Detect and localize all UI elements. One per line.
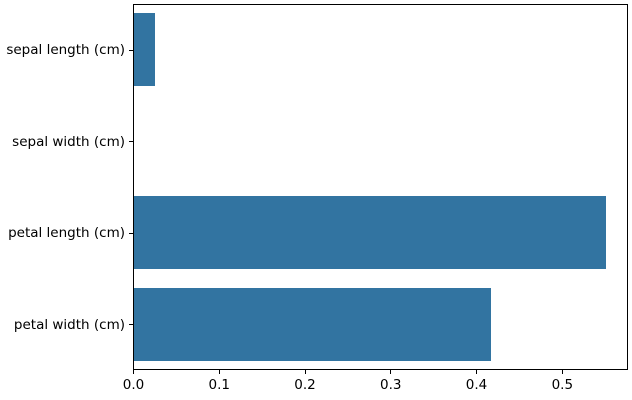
bar-sepal-length-cm bbox=[134, 13, 155, 87]
x-tick-mark bbox=[304, 370, 306, 374]
x-tick-label-0-5: 0.5 bbox=[551, 377, 574, 393]
x-tick-mark bbox=[390, 370, 392, 374]
x-tick-label-0-0: 0.0 bbox=[122, 377, 145, 393]
bar-petal-length-cm bbox=[134, 196, 606, 270]
x-tick-mark bbox=[561, 370, 563, 374]
y-tick-mark bbox=[129, 324, 133, 326]
y-tick-label-petal-width-cm: petal width (cm) bbox=[13, 316, 125, 333]
x-tick-mark bbox=[133, 370, 134, 374]
y-tick-mark bbox=[129, 232, 133, 234]
x-tick-label-0-4: 0.4 bbox=[465, 377, 488, 393]
x-tick-label-0-1: 0.1 bbox=[208, 377, 230, 393]
y-tick-mark bbox=[129, 141, 133, 143]
x-tick-label-0-2: 0.2 bbox=[294, 377, 316, 393]
x-tick-mark bbox=[476, 370, 478, 374]
y-tick-label-sepal-length-cm: sepal length (cm) bbox=[6, 42, 125, 59]
y-tick-label-petal-length-cm: petal length (cm) bbox=[8, 225, 125, 242]
y-tick-label-sepal-width-cm: sepal width (cm) bbox=[12, 133, 125, 150]
y-tick-mark bbox=[129, 49, 133, 51]
plot-area bbox=[133, 4, 628, 370]
bar-petal-width-cm bbox=[134, 287, 491, 361]
x-tick-label-0-3: 0.3 bbox=[380, 377, 402, 393]
x-tick-mark bbox=[218, 370, 220, 374]
